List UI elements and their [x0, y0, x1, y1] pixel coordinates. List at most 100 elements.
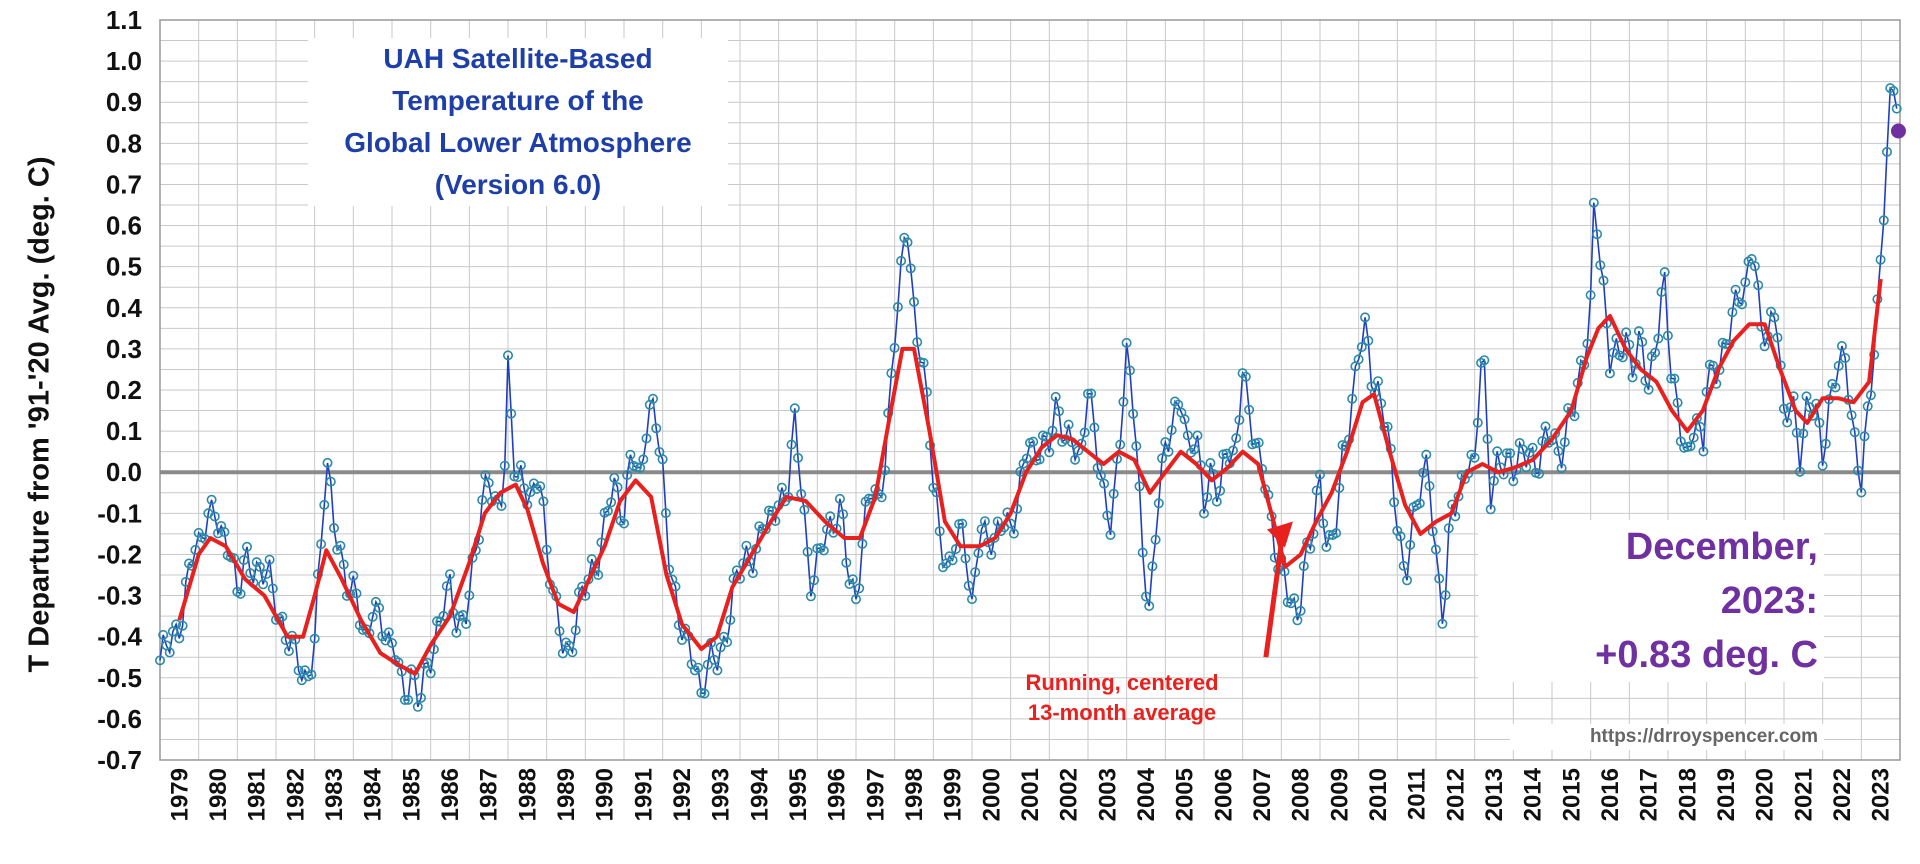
- monthly-point: [1553, 446, 1564, 457]
- y-tick-label: -0.2: [97, 539, 142, 569]
- monthly-point: [1147, 561, 1158, 572]
- monthly-point: [1018, 458, 1029, 469]
- monthly-point: [1179, 414, 1190, 425]
- monthly-point: [647, 393, 658, 404]
- monthly-point: [367, 611, 378, 622]
- monthly-point: [1524, 447, 1535, 458]
- x-tick-label: 1982: [282, 768, 309, 821]
- monthly-point: [1666, 373, 1677, 384]
- monthly-point: [1637, 336, 1648, 347]
- monthly-point: [1398, 560, 1409, 571]
- x-tick-label: 2002: [1056, 768, 1083, 821]
- monthly-point: [834, 493, 845, 504]
- monthly-point: [1878, 215, 1889, 226]
- monthly-point: [444, 569, 455, 580]
- monthly-point: [1192, 430, 1203, 441]
- monthly-point: [1205, 457, 1216, 468]
- monthly-point: [1875, 254, 1886, 265]
- monthly-point: [502, 350, 513, 361]
- monthly-point: [1347, 393, 1358, 404]
- x-tick-label: 2001: [1017, 768, 1044, 821]
- monthly-point: [1604, 368, 1615, 379]
- monthly-point: [451, 627, 462, 638]
- monthly-point: [1079, 427, 1090, 438]
- y-tick-label: 0.5: [106, 252, 142, 282]
- monthly-point: [528, 478, 539, 489]
- monthly-point: [693, 662, 704, 673]
- monthly-point: [1089, 422, 1100, 433]
- monthly-point: [709, 654, 720, 665]
- monthly-point: [325, 476, 336, 487]
- y-tick-labels: 1.1 1.0 0.9 0.8 0.7 0.6 0.5 0.4 0.3 0.2 0.1 0.0 -0.1…: [97, 5, 142, 775]
- monthly-point: [1430, 544, 1441, 555]
- x-tick-label: 2012: [1442, 768, 1469, 821]
- monthly-point: [1099, 478, 1110, 489]
- monthly-point: [309, 633, 320, 644]
- monthly-point: [660, 508, 671, 519]
- monthly-point: [261, 569, 272, 580]
- monthly-point: [825, 511, 836, 522]
- monthly-point: [1617, 352, 1628, 363]
- monthly-point: [618, 518, 629, 529]
- monthly-point: [989, 532, 1000, 543]
- x-tick-label: 2021: [1790, 768, 1817, 821]
- monthly-point: [1840, 352, 1851, 363]
- monthly-point: [1885, 83, 1896, 94]
- monthly-point: [712, 665, 723, 676]
- monthly-point: [245, 568, 256, 579]
- monthly-point: [718, 631, 729, 642]
- monthly-point: [886, 368, 897, 379]
- x-tick-label: 2009: [1326, 768, 1353, 821]
- monthly-point: [1534, 468, 1545, 479]
- monthly-point: [1414, 498, 1425, 509]
- monthly-point: [1830, 382, 1841, 393]
- monthly-point: [164, 647, 175, 658]
- monthly-point: [374, 602, 385, 613]
- latest-value-box: December, 2023: +0.83 deg. C: [1478, 520, 1824, 682]
- monthly-point: [1691, 413, 1702, 424]
- monthly-point: [1782, 417, 1793, 428]
- monthly-point: [1295, 605, 1306, 616]
- monthly-point: [1021, 453, 1032, 464]
- x-tick-label: 2014: [1520, 767, 1547, 821]
- monthly-point: [1772, 332, 1783, 343]
- x-tick-label: 2018: [1674, 768, 1701, 821]
- x-tick-label: 2010: [1365, 768, 1392, 821]
- monthly-point: [238, 555, 249, 566]
- monthly-point: [1102, 510, 1113, 521]
- monthly-point: [947, 555, 958, 566]
- monthly-point: [515, 460, 526, 471]
- monthly-point: [1421, 449, 1432, 460]
- monthly-point: [593, 569, 604, 580]
- monthly-point: [970, 567, 981, 578]
- monthly-point: [267, 583, 278, 594]
- monthly-point: [538, 496, 549, 507]
- monthly-point: [425, 668, 436, 679]
- monthly-point: [1595, 260, 1606, 271]
- x-tick-label: 2007: [1249, 768, 1276, 821]
- monthly-line: [159, 86, 1898, 708]
- annotation-line: Running, centered: [1025, 670, 1219, 695]
- monthly-point: [1795, 466, 1806, 477]
- monthly-point: [1228, 445, 1239, 456]
- y-tick-label: 0.4: [106, 293, 143, 323]
- monthly-point: [1856, 487, 1867, 498]
- monthly-point: [1859, 431, 1870, 442]
- y-tick-label: 0.8: [106, 128, 142, 158]
- x-tick-label: 1993: [708, 768, 735, 821]
- monthly-point: [403, 694, 414, 705]
- monthly-point: [799, 504, 810, 515]
- monthly-point: [322, 457, 333, 468]
- monthly-point: [950, 543, 961, 554]
- monthly-point: [1124, 365, 1135, 376]
- monthly-point: [615, 515, 626, 526]
- monthly-point: [1598, 275, 1609, 286]
- x-tick-label: 1988: [514, 768, 541, 821]
- monthly-point: [1482, 433, 1493, 444]
- monthly-point: [1144, 600, 1155, 611]
- monthly-point: [1585, 290, 1596, 301]
- monthly-point: [1086, 388, 1097, 399]
- monthly-point: [338, 559, 349, 570]
- monthly-point: [1041, 431, 1052, 442]
- monthly-point: [399, 694, 410, 705]
